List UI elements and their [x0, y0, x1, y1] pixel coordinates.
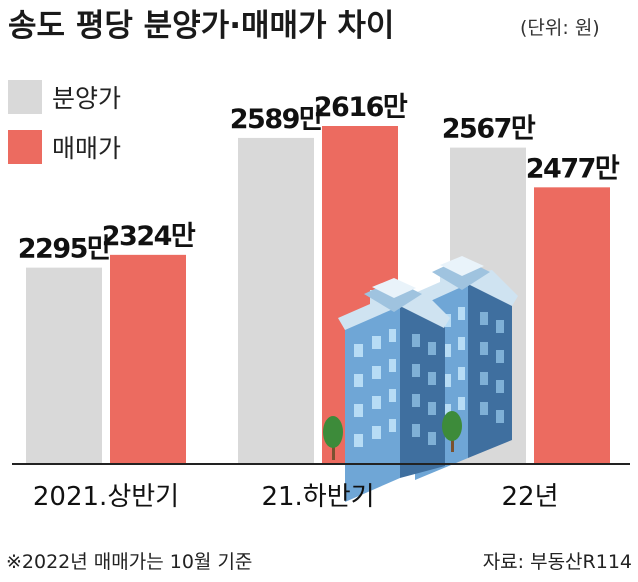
building-illustration: [323, 256, 518, 502]
value-label-sale-1: 2616만: [314, 92, 408, 123]
value-label-sale-0: 2324만: [102, 221, 196, 252]
value-label-presale-0: 2295만: [18, 234, 112, 265]
bar-sale-2: [534, 187, 610, 464]
value-label-presale-1: 2589만: [230, 104, 324, 135]
category-labels: 2021.상반기 21.하반기 22년: [33, 482, 559, 512]
source-note: 자료: 부동산R114: [483, 551, 632, 573]
legend-label-presale: 분양가: [52, 84, 121, 113]
value-label-sale-2: 2477만: [526, 153, 620, 184]
footnote: ※2022년 매매가는 10월 기준: [6, 551, 252, 573]
category-label-2: 22년: [501, 482, 558, 512]
chart-title: 송도 평당 분양가·매매가 차이: [8, 8, 394, 44]
tree-icon: [442, 411, 462, 452]
legend: 분양가 매매가: [8, 80, 121, 164]
legend-swatch-sale: [8, 130, 42, 164]
legend-label-sale: 매매가: [52, 134, 121, 163]
bar-sale-0: [110, 254, 186, 464]
tree-icon: [323, 416, 343, 460]
category-label-1: 21.하반기: [261, 482, 374, 512]
value-label-presale-2: 2567만: [442, 114, 536, 145]
bar-presale-0: [26, 267, 102, 464]
category-label-0: 2021.상반기: [33, 482, 179, 512]
legend-swatch-presale: [8, 80, 42, 114]
unit-note: (단위: 원): [520, 17, 600, 39]
building-icon: [338, 278, 450, 502]
bar-presale-1: [238, 137, 314, 465]
